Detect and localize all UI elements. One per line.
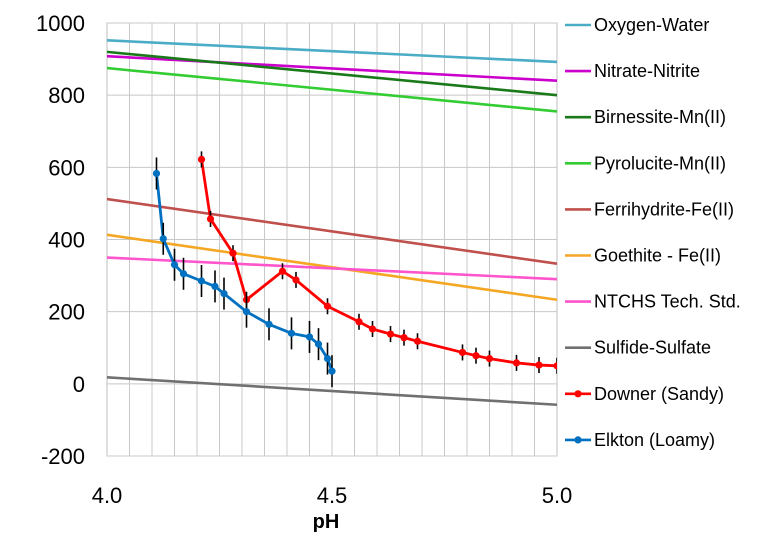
data-point — [305, 333, 314, 341]
legend-item-pyrolucite-mn-ii: Pyrolucite-Mn(II) — [565, 153, 726, 173]
x-tick-label: 5.0 — [542, 483, 573, 508]
data-point — [211, 282, 219, 291]
series-line-ntchs-tech-std — [107, 256, 557, 281]
legend-label: Elkton (Loamy) — [594, 430, 715, 450]
legend-item-ntchs-tech-std: NTCHS Tech. Std. — [565, 292, 741, 312]
legend-item-nitrate-nitrite: Nitrate-Nitrite — [565, 61, 700, 81]
series-line-downer-sandy — [200, 159, 557, 368]
data-point — [292, 276, 300, 284]
data-point — [179, 270, 188, 278]
y-tick-label: 400 — [48, 228, 85, 253]
data-point — [220, 290, 228, 298]
data-point — [197, 155, 206, 163]
legend-marker — [574, 390, 582, 398]
markers-elkton-loamy — [152, 169, 336, 375]
data-point — [553, 362, 557, 370]
series-pyrolucite-mn-ii — [107, 66, 557, 113]
data-point — [368, 325, 377, 333]
data-point — [355, 318, 363, 326]
legend-item-goethite-fe-ii: Goethite - Fe(II) — [565, 246, 721, 266]
y-tick-label: 1000 — [36, 11, 85, 36]
series-line-pyrolucite-mn-ii — [107, 66, 557, 113]
data-point — [314, 340, 323, 348]
data-point — [159, 235, 167, 243]
legend-label: Ferrihydrite-Fe(II) — [594, 199, 734, 219]
data-point — [287, 329, 296, 337]
y-tick-label: 800 — [48, 83, 85, 108]
data-point — [472, 352, 480, 360]
legend-item-sulfide-sulfate: Sulfide-Sulfate — [565, 338, 711, 358]
legend-label: Oxygen-Water — [594, 15, 709, 35]
data-point — [278, 267, 287, 275]
data-point — [206, 215, 215, 223]
legend-item-downer-sandy: Downer (Sandy) — [565, 384, 724, 404]
series-downer-sandy — [200, 159, 557, 368]
legend-label: Birnessite-Mn(II) — [594, 107, 726, 127]
legend-label: Goethite - Fe(II) — [594, 246, 721, 266]
legend-label: Sulfide-Sulfate — [594, 338, 711, 358]
data-point — [485, 354, 494, 363]
series-line-birnessite-mn-ii — [107, 50, 557, 97]
x-tick-label: 4.5 — [317, 483, 348, 508]
legend-item-elkton-loamy: Elkton (Loamy) — [565, 430, 715, 450]
data-point — [323, 354, 332, 363]
markers-downer-sandy — [197, 155, 557, 370]
data-point — [265, 320, 273, 328]
x-axis-title: pH — [313, 511, 340, 533]
data-point — [170, 261, 179, 269]
y-tick-label: 600 — [48, 155, 85, 180]
data-point — [386, 330, 395, 338]
series-line-sulfide-sulfate — [107, 376, 557, 407]
legend-marker — [574, 436, 582, 444]
data-point — [152, 169, 161, 178]
data-point — [197, 277, 206, 285]
legend-label: NTCHS Tech. Std. — [594, 292, 741, 312]
data-point — [413, 337, 422, 345]
legend-item-oxygen-water: Oxygen-Water — [565, 15, 709, 35]
series-ferrihydrite-fe-ii — [107, 197, 557, 265]
data-point — [400, 334, 408, 342]
legend-item-ferrihydrite-fe-ii: Ferrihydrite-Fe(II) — [565, 199, 734, 219]
y-tick-label: 200 — [48, 300, 85, 325]
series-oxygen-water — [107, 39, 557, 64]
x-tick-label: 4.0 — [92, 483, 123, 508]
series-sulfide-sulfate — [107, 376, 557, 407]
data-point — [328, 367, 336, 375]
legend-label: Nitrate-Nitrite — [594, 61, 700, 81]
data-point — [535, 361, 543, 369]
legend-item-birnessite-mn-ii: Birnessite-Mn(II) — [565, 107, 726, 127]
series-line-oxygen-water — [107, 39, 557, 64]
series-birnessite-mn-ii — [107, 50, 557, 97]
data-point — [229, 249, 237, 257]
series-ntchs-tech-std — [107, 256, 557, 281]
legend-label: Pyrolucite-Mn(II) — [594, 153, 726, 173]
y-tick-label: 0 — [73, 372, 85, 397]
y-tick-label: -200 — [41, 444, 85, 469]
data-point — [323, 302, 332, 310]
series-line-ferrihydrite-fe-ii — [107, 197, 557, 265]
data-point — [242, 308, 251, 316]
legend-label: Downer (Sandy) — [594, 384, 724, 404]
data-point — [512, 359, 521, 367]
data-point — [458, 348, 467, 357]
